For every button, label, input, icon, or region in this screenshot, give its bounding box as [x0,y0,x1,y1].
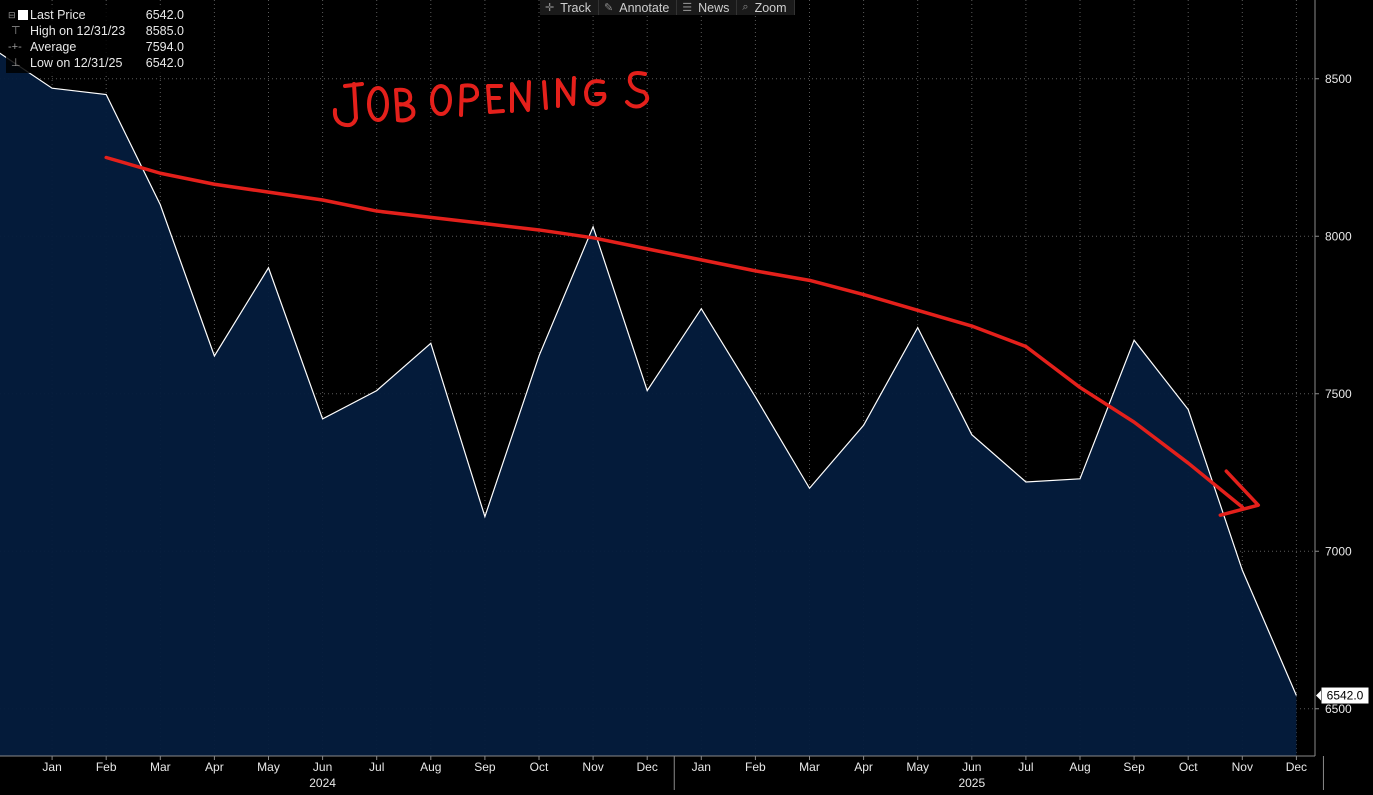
x-tick-label: Mar [799,760,820,774]
legend-row-average: -+- Average 7594.0 [8,39,184,55]
trend-line [104,155,1245,509]
zoom-label: Zoom [754,0,787,15]
legend-value: 6542.0 [145,8,184,22]
square-icon: ⊟ [8,7,30,23]
trend-arrowhead [1218,469,1261,517]
legend-label: Low on 12/31/25 [30,56,123,70]
x-tick-label: Jul [1018,760,1033,774]
x-tick-label: Jun [962,760,981,774]
axes: 6500 7000 7500 8000 8500 Jan Feb Mar Apr May Jun Ju… [0,0,1352,790]
area-fill [0,53,1297,756]
chart-legend: ⊟ Last Price 6542.0 ⊤ High on 12/31/23 8… [6,6,188,73]
zoom-button[interactable]: ⌕ Zoom [737,0,795,15]
job-openings-handwriting [332,71,650,128]
legend-value: 6542.0 [145,56,184,70]
x-tick-label: Dec [1286,760,1307,774]
low-marker-icon: ⊥ [8,57,21,69]
annotate-button[interactable]: ✎ Annotate [599,0,678,15]
track-label: Track [560,0,592,15]
x-tick-label: Nov [582,760,603,774]
legend-value: 7594.0 [145,40,184,54]
x-tick-label: Aug [1069,760,1090,774]
x-tick-label: Jan [42,760,61,774]
x-tick-label: Oct [1179,760,1198,774]
x-tick-label: Jul [369,760,384,774]
legend-value: 8585.0 [145,24,184,38]
svg-text:6542.0: 6542.0 [1327,689,1364,703]
magnifier-icon: ⌕ [742,1,749,13]
y-tick-label: 7500 [1325,387,1352,401]
chart-toolbar: ✛ Track ✎ Annotate ☰ News ⌕ Zoom [540,0,795,15]
y-tick-label: 6500 [1325,702,1352,716]
average-marker-icon: -+- [8,41,22,53]
y-tick-label: 7000 [1325,544,1352,558]
x-tick-label: May [906,760,929,774]
x-tick-label: Oct [530,760,549,774]
news-label: News [698,0,730,15]
legend-label: High on 12/31/23 [30,24,126,38]
trend-annotation [104,155,1261,517]
legend-row-low: ⊥ Low on 12/31/25 6542.0 [8,55,184,71]
x-tick-label: Sep [474,760,496,774]
x-year-label: 2025 [958,776,985,790]
last-price-label: 6542.0 [1316,686,1370,705]
news-button[interactable]: ☰ News [677,0,738,15]
series-line [0,52,1297,696]
price-area [0,52,1297,756]
x-tick-label: Apr [854,760,873,774]
y-tick-label: 8000 [1325,229,1352,243]
track-button[interactable]: ✛ Track [540,0,600,15]
legend-label: Last Price [30,8,86,22]
crosshair-icon: ✛ [545,2,555,14]
annotate-label: Annotate [619,0,670,15]
high-marker-icon: ⊤ [8,25,21,37]
legend-row-high: ⊤ High on 12/31/23 8585.0 [8,23,184,39]
x-tick-label: Feb [745,760,766,774]
legend-label: Average [30,40,77,54]
x-year-label: 2024 [309,776,336,790]
x-tick-label: Nov [1232,760,1253,774]
x-tick-label: Mar [150,760,171,774]
x-tick-label: Aug [420,760,441,774]
news-icon: ☰ [682,2,693,14]
x-tick-label: Feb [96,760,117,774]
x-tick-label: Sep [1123,760,1145,774]
y-tick-label: 8500 [1325,72,1352,86]
x-tick-label: Dec [637,760,658,774]
x-tick-label: Apr [205,760,224,774]
x-tick-label: May [257,760,280,774]
pencil-icon: ✎ [604,2,614,14]
x-tick-label: Jun [313,760,332,774]
legend-row-last-price: ⊟ Last Price 6542.0 [8,7,184,23]
x-tick-label: Jan [692,760,711,774]
